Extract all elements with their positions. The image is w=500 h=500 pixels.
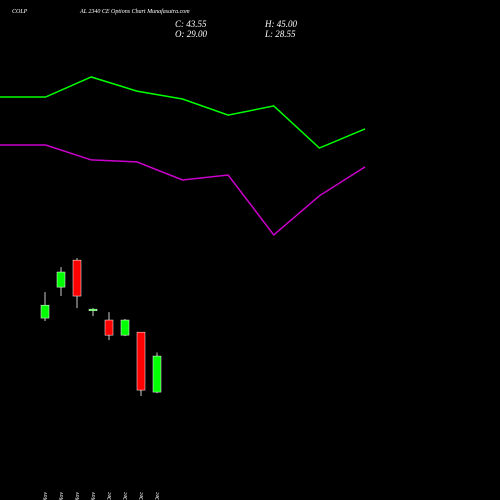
x-tick-label: 01 Dec xyxy=(107,492,113,500)
indicator-line xyxy=(0,76,366,149)
candle-body xyxy=(56,271,66,288)
x-tick-label: 25 Nov xyxy=(43,492,49,500)
candle-body xyxy=(72,259,82,297)
ticker: COLP xyxy=(12,9,28,15)
candle-body xyxy=(136,331,146,391)
x-tick-label: 04 Dec xyxy=(154,492,161,500)
x-tick-label: 28 Nov xyxy=(91,492,97,500)
candle-body xyxy=(120,319,130,336)
x-tick-label: 26 Nov xyxy=(59,492,65,500)
chart-title: AL 2340 CE Options Chart Munafasutra.com xyxy=(79,8,190,15)
x-tick-label: 02 Dec xyxy=(123,492,129,500)
candle-body xyxy=(152,355,162,393)
x-tick-label: 27 Nov xyxy=(75,492,81,500)
candle-body xyxy=(88,308,98,311)
x-tick-label: 03 Dec xyxy=(139,492,145,500)
open-summary: O: 29.00 xyxy=(175,29,207,39)
close-summary: C: 43.55 xyxy=(175,19,207,29)
low-summary: L: 28.55 xyxy=(264,29,296,39)
candle-body xyxy=(104,319,114,336)
candle-body xyxy=(40,304,50,319)
indicator-line xyxy=(0,144,366,236)
high-summary: H: 45.00 xyxy=(264,19,297,29)
